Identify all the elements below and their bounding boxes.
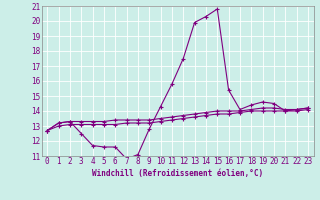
X-axis label: Windchill (Refroidissement éolien,°C): Windchill (Refroidissement éolien,°C): [92, 169, 263, 178]
